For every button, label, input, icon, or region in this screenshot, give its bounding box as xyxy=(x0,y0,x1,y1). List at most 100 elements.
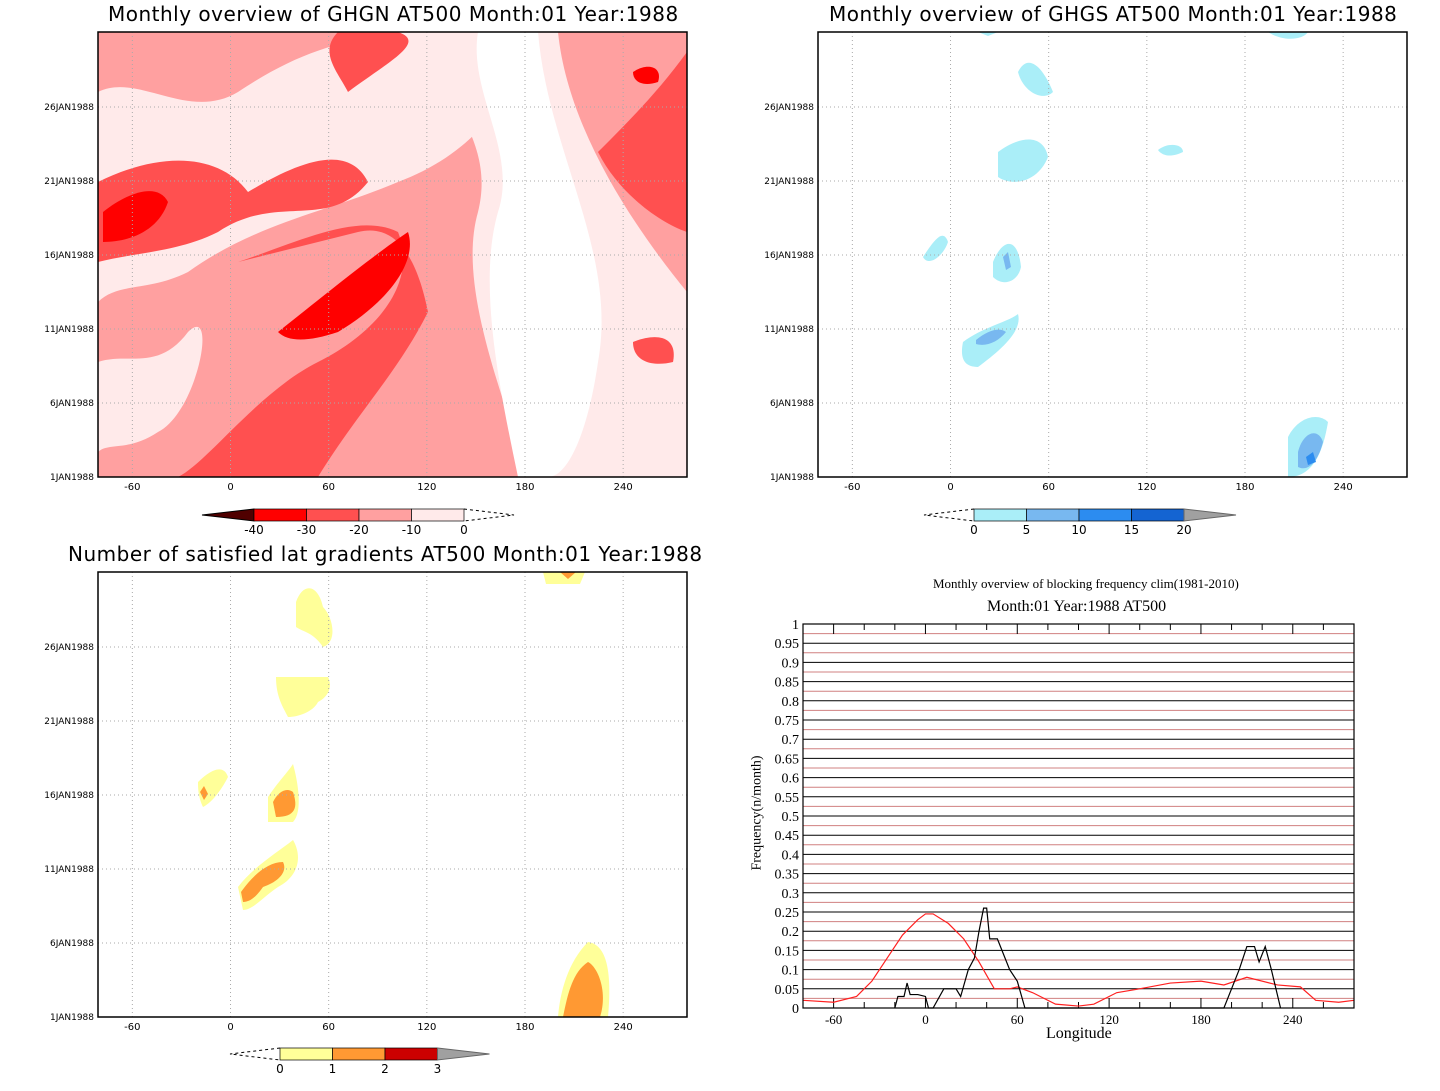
chart-x-tick: 120 xyxy=(1099,1012,1119,1027)
ghgn-colorbar-label: 0 xyxy=(460,523,468,537)
chart-title: Monthly overview of blocking frequency c… xyxy=(933,576,1239,591)
ghgs-colorbar-label: 5 xyxy=(1023,523,1031,537)
ghgn-map-y-tick: 21JAN1988 xyxy=(44,177,94,187)
chart-x-tick: 0 xyxy=(922,1012,929,1027)
ghgn-map-x-tick: 180 xyxy=(515,482,534,493)
chart-y-tick: 0.55 xyxy=(775,791,800,806)
lat-colorbar-swatch xyxy=(279,1047,333,1061)
chart-x-tick: -60 xyxy=(825,1012,842,1027)
ghgs-map-x-tick: -60 xyxy=(844,482,860,493)
ghgs-map-y-tick: 1JAN1988 xyxy=(770,473,814,483)
ghgs-title: Monthly overview of GHGS AT500 Month:01 … xyxy=(829,2,1398,26)
ghgn-map-contour xyxy=(98,326,203,452)
chart-y-tick: 0 xyxy=(792,1002,799,1017)
chart-y-tick: 0.15 xyxy=(775,944,800,959)
ghgs-colorbar-under-triangle xyxy=(923,508,975,522)
ghgs-map-contour xyxy=(998,139,1048,182)
chart-y-tick: 0.45 xyxy=(775,829,800,844)
lat-map-x-tick: -60 xyxy=(124,1022,140,1033)
chart-y-tick: 0.05 xyxy=(775,983,800,998)
chart-y-tick: 0.6 xyxy=(782,772,800,787)
ghgn-colorbar-label: -10 xyxy=(402,523,422,537)
ghgs-map-contour xyxy=(1268,32,1308,39)
ghgs-colorbar-label: 20 xyxy=(1176,523,1191,537)
ghgs-map-x-tick: 0 xyxy=(947,482,953,493)
ghgs-colorbar-swatch xyxy=(973,508,1027,522)
chart-y-tick: 0.95 xyxy=(775,637,800,652)
ghgn-map-x-tick: -60 xyxy=(124,482,140,493)
x-axis-label: Longitude xyxy=(1046,1025,1112,1042)
lat-map-y-tick: 16JAN1988 xyxy=(44,791,94,801)
ghgn-colorbar-over-triangle xyxy=(463,508,515,522)
chart-y-tick: 0.9 xyxy=(782,656,800,671)
ghgs-map-y-tick: 6JAN1988 xyxy=(770,399,814,409)
lat-colorbar-label: 3 xyxy=(434,1062,442,1076)
chart-y-tick: 0.75 xyxy=(775,714,800,729)
chart-y-tick: 0.2 xyxy=(782,925,800,940)
ghgs-map-contour xyxy=(923,235,948,262)
chart-y-tick: 0.3 xyxy=(782,887,800,902)
ghgs-map-plot-area xyxy=(818,32,1407,477)
series-line-1988 xyxy=(894,907,1282,1009)
lat-colorbar-under-triangle xyxy=(229,1047,281,1061)
ghgs-colorbar-label: 10 xyxy=(1071,523,1086,537)
ghgn-map-contour xyxy=(633,66,659,84)
ghgs-map-y-tick: 21JAN1988 xyxy=(764,177,814,187)
chart-y-tick: 0.4 xyxy=(782,848,800,863)
lat-map-y-tick: 6JAN1988 xyxy=(50,939,94,949)
ghgs-colorbar-swatch xyxy=(1131,508,1185,522)
ghgn-colorbar-swatch xyxy=(253,508,307,522)
ghgs-map-x-tick: 240 xyxy=(1334,482,1353,493)
ghgs-map-x-tick: 180 xyxy=(1235,482,1254,493)
series-line-clim xyxy=(802,913,1355,1007)
ghgs-colorbar-label: 0 xyxy=(970,523,978,537)
ghgn-map-x-tick: 240 xyxy=(614,482,633,493)
lat-map-x-tick: 240 xyxy=(614,1022,633,1033)
ghgn-map-x-tick: 60 xyxy=(322,482,335,493)
ghgn-colorbar-under-triangle xyxy=(201,508,255,522)
lat-map-y-tick: 26JAN1988 xyxy=(44,643,94,653)
ghgs-map-x-tick: 60 xyxy=(1042,482,1055,493)
ghgn-colorbar-label: -30 xyxy=(297,523,317,537)
ghgn-colorbar-swatch xyxy=(306,508,360,522)
ghgn-colorbar-swatch xyxy=(411,508,465,522)
ghgs-colorbar-label: 15 xyxy=(1124,523,1139,537)
ghgs-map-y-tick: 11JAN1988 xyxy=(764,325,814,335)
ghgs-map-y-tick: 16JAN1988 xyxy=(764,251,814,261)
ghgn-title: Monthly overview of GHGN AT500 Month:01 … xyxy=(108,2,679,26)
ghgn-colorbar-label: -40 xyxy=(244,523,264,537)
ghgs-map-contour xyxy=(1298,433,1323,469)
ghgn-map-x-tick: 120 xyxy=(417,482,436,493)
ghgn-map-contour xyxy=(598,52,687,232)
lat-map-contour xyxy=(200,786,208,800)
ghgn-colorbar-swatch xyxy=(358,508,412,522)
ghgn-map-y-tick: 1JAN1988 xyxy=(50,473,94,483)
ghgs-map-contour xyxy=(1158,144,1183,156)
ghgs-map-contour xyxy=(1003,252,1011,270)
chart-subtitle: Month:01 Year:1988 AT500 xyxy=(987,598,1167,615)
ghgn-map-y-tick: 16JAN1988 xyxy=(44,251,94,261)
chart-y-tick: 0.65 xyxy=(775,752,800,767)
lat-map-y-tick: 1JAN1988 xyxy=(50,1013,94,1023)
lat-colorbar-label: 2 xyxy=(381,1062,389,1076)
ghgn-map-y-tick: 6JAN1988 xyxy=(50,399,94,409)
chart-x-tick: 60 xyxy=(1011,1012,1024,1027)
ghgs-colorbar-swatch xyxy=(1078,508,1132,522)
ghgn-map-x-tick: 0 xyxy=(227,482,233,493)
ghgn-map-contour xyxy=(278,232,410,340)
ghgs-map-contour xyxy=(1018,62,1053,96)
chart-y-tick: 0.1 xyxy=(782,964,800,979)
ghgs-map-frame xyxy=(817,31,1408,478)
ghgn-map-contour xyxy=(103,191,168,242)
lat-map-x-tick: 120 xyxy=(417,1022,436,1033)
lat-colorbar-swatch xyxy=(332,1047,386,1061)
lat-map-contour xyxy=(241,862,285,902)
lat-map-contour xyxy=(543,572,585,584)
ghgn-map-y-tick: 11JAN1988 xyxy=(44,325,94,335)
ghgs-map-contour xyxy=(1306,452,1316,465)
ghgn-map-contour xyxy=(329,32,409,92)
lat-map-y-tick: 21JAN1988 xyxy=(44,717,94,727)
lat-title: Number of satisfied lat gradients AT500 … xyxy=(68,542,703,566)
lat-map-y-tick: 11JAN1988 xyxy=(44,865,94,875)
